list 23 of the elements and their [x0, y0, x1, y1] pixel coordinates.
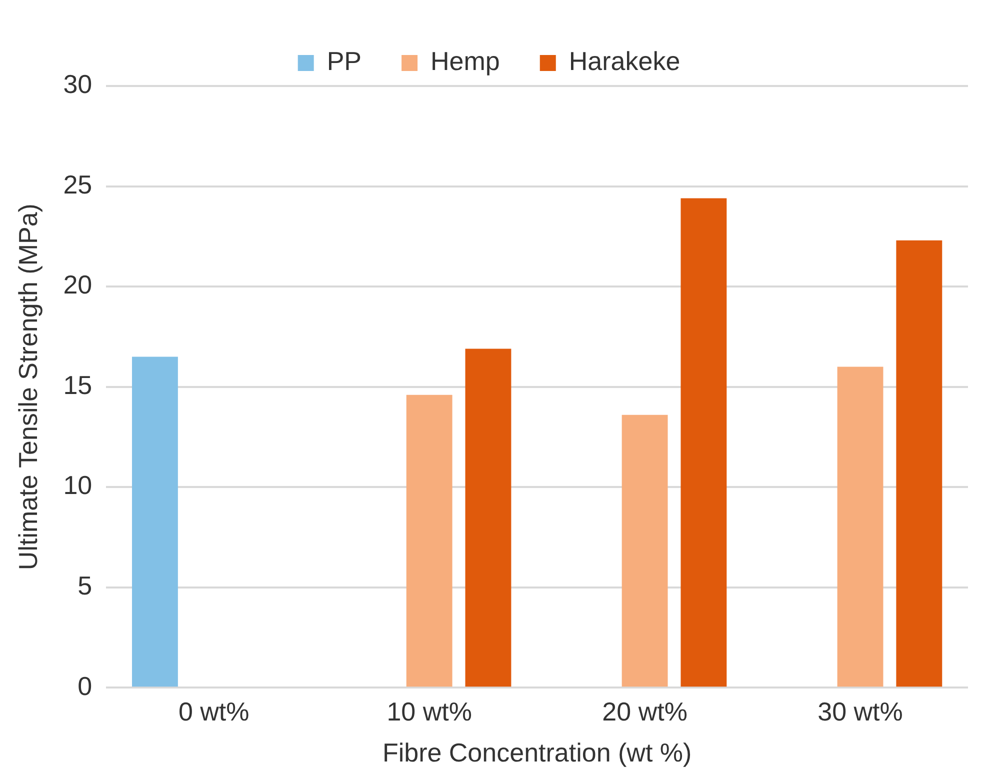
bar	[465, 348, 512, 687]
bar	[406, 394, 452, 687]
legend-label: PP	[326, 46, 362, 76]
x-tick-label: 0 wt%	[178, 696, 250, 726]
legend-label: Harakeke	[568, 46, 680, 76]
y-tick-label: 30	[63, 69, 92, 100]
x-tick-label: 20 wt%	[602, 696, 688, 726]
x-tick-label: 10 wt%	[386, 696, 472, 726]
legend-label: Hemp	[430, 46, 500, 76]
y-tick-label: 0	[78, 670, 92, 701]
bar	[680, 198, 727, 687]
x-axis-title: Fibre Concentration (wt %)	[382, 738, 692, 768]
y-axis-title: Ultimate Tensile Strength (MPa)	[12, 204, 43, 570]
bar	[132, 356, 178, 687]
y-tick-label: 5	[78, 570, 92, 601]
bar	[896, 240, 942, 687]
x-tick-label: 30 wt%	[818, 696, 903, 726]
y-tick-label: 15	[63, 370, 92, 400]
y-tick-label: 25	[63, 169, 92, 200]
bar	[837, 366, 884, 687]
y-tick-label: 10	[63, 470, 92, 500]
y-tick-label: 20	[63, 270, 92, 300]
bar	[622, 414, 668, 687]
